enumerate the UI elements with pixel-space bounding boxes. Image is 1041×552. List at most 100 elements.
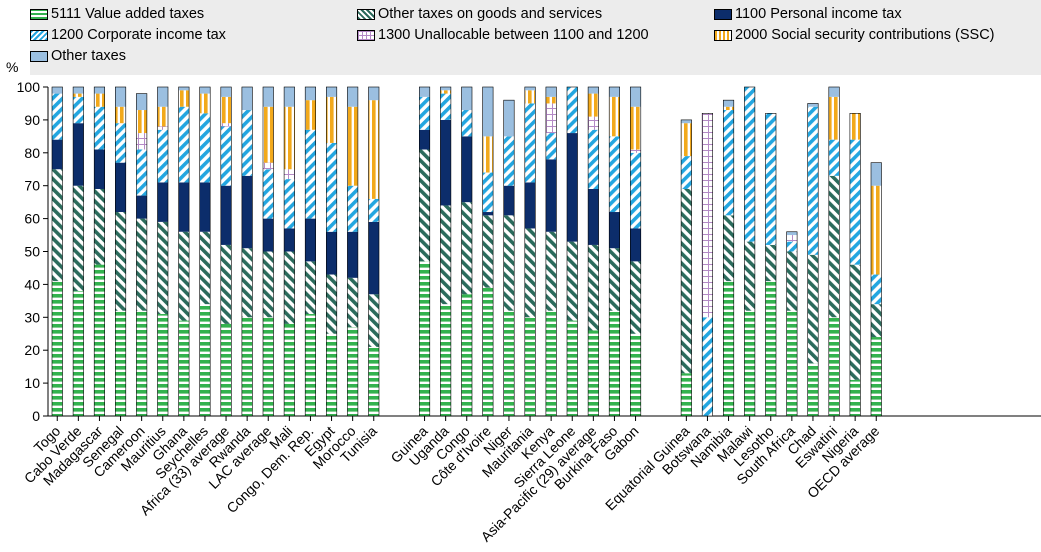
bar-segment-5111-value-added-taxes	[503, 310, 515, 416]
bar-segment-1200-corporate-income-tax	[368, 198, 379, 222]
bar-segment-5111-value-added-taxes	[588, 330, 599, 416]
bar-segment-other-taxes-on-goods-and-services	[326, 274, 337, 334]
bar-segment-other-taxes-on-goods-and-services	[630, 261, 641, 334]
y-tick-label: 50	[24, 244, 40, 260]
bar-segment-other-taxes-on-goods-and-services	[220, 244, 232, 324]
bar-segment-other-taxes	[524, 87, 536, 91]
bar-segment-1300-unallocable-between-1100-and-1200	[588, 116, 599, 130]
bar-segment-other-taxes-on-goods-and-services	[199, 231, 211, 305]
y-tick-label: 20	[24, 342, 40, 358]
bar-segment-5111-value-added-taxes	[157, 314, 168, 416]
bar-segment-5111-value-added-taxes	[199, 304, 211, 416]
bar-segment-1100-personal-income-tax	[52, 139, 63, 170]
bar-segment-other-taxes-on-goods-and-services	[94, 188, 105, 265]
bar-segment-1100-personal-income-tax	[284, 228, 295, 252]
grid-swatch	[357, 29, 375, 41]
bar-segment-other-taxes-on-goods-and-services	[786, 251, 798, 311]
bar-segment-1200-corporate-income-tax	[871, 274, 882, 305]
bar-segment-2000-social-security-contributions-ssc	[220, 96, 232, 124]
bar-segment-1200-corporate-income-tax	[115, 123, 126, 163]
bar-segment-5111-value-added-taxes	[681, 373, 692, 416]
bar-segment-1100-personal-income-tax	[241, 175, 253, 249]
bar-segment-2000-social-security-contributions-ssc	[630, 106, 641, 150]
bar-segment-1200-corporate-income-tax	[765, 113, 776, 245]
bar-segment-1200-corporate-income-tax	[94, 106, 105, 150]
bar-segment-2000-social-security-contributions-ssc	[681, 123, 692, 157]
bar-segment-5111-value-added-taxes	[723, 281, 734, 416]
bar-segment-1100-personal-income-tax	[347, 231, 358, 278]
bar-segment-1300-unallocable-between-1100-and-1200	[545, 103, 557, 134]
bar-segment-other-taxes-on-goods-and-services	[681, 188, 692, 374]
bar-segment-1100-personal-income-tax	[220, 185, 232, 245]
bar-segment-5111-value-added-taxes	[567, 320, 578, 416]
bar-segment-1200-corporate-income-tax	[681, 156, 692, 189]
bar-segment-2000-social-security-contributions-ssc	[263, 106, 274, 163]
bar-segment-other-taxes-on-goods-and-services	[524, 228, 536, 318]
bar-segment-other-taxes-on-goods-and-services	[828, 175, 840, 318]
legend-label: Other taxes on goods and services	[378, 6, 603, 22]
bar-segment-other-taxes-on-goods-and-services	[73, 185, 84, 291]
bar-segment-1100-personal-income-tax	[461, 136, 472, 203]
bar-segment-2000-social-security-contributions-ssc	[178, 90, 190, 107]
bar-segment-other-taxes-on-goods-and-services	[567, 241, 578, 321]
bar-segment-2000-social-security-contributions-ssc	[73, 93, 84, 97]
bar-segment-other-taxes-on-goods-and-services	[284, 251, 295, 324]
bar-segment-5111-value-added-taxes	[440, 304, 451, 416]
bar-segment-2000-social-security-contributions-ssc	[157, 106, 168, 127]
y-tick-label: 90	[24, 112, 40, 128]
bar-segment-1100-personal-income-tax	[545, 159, 557, 232]
bar-segment-1200-corporate-income-tax	[545, 133, 557, 160]
bar-segment-other-taxes	[609, 87, 620, 97]
bar-segment-2000-social-security-contributions-ssc	[326, 96, 337, 143]
legend-item-1300-unallocable-between-1100-and-1200: 1300 Unallocable between 1100 and 1200	[357, 27, 649, 43]
bar-segment-2000-social-security-contributions-ssc	[482, 136, 494, 173]
bar-segment-1100-personal-income-tax	[567, 133, 578, 242]
legend-item-other-taxes: Other taxes	[30, 48, 126, 64]
bar-segment-1200-corporate-income-tax	[828, 139, 840, 176]
bar-segment-5111-value-added-taxes	[347, 327, 358, 416]
bar-segment-1100-personal-income-tax	[440, 119, 451, 206]
bar-segment-2000-social-security-contributions-ssc	[545, 96, 557, 104]
bar-segment-other-taxes	[73, 87, 84, 94]
bar-segment-1200-corporate-income-tax	[199, 113, 211, 183]
bar-segment-other-taxes	[871, 162, 882, 186]
bar-segment-other-taxes-on-goods-and-services	[807, 254, 819, 364]
bar-segment-5111-value-added-taxes	[419, 261, 430, 416]
legend-label: 2000 Social security contributions (SSC)	[735, 27, 995, 43]
bar-segment-5111-value-added-taxes	[786, 310, 798, 416]
bar-segment-other-taxes	[807, 103, 819, 107]
legend-item-2000-social-security-contributions-ssc: 2000 Social security contributions (SSC)	[714, 27, 995, 43]
bar-segment-2000-social-security-contributions-ssc	[440, 90, 451, 94]
bar-segment-5111-value-added-taxes	[524, 317, 536, 416]
legend-label: 1100 Personal income tax	[735, 6, 902, 22]
bar-segment-other-taxes-on-goods-and-services	[461, 202, 472, 295]
bar-segment-other-taxes	[157, 87, 168, 107]
bar-segment-1200-corporate-income-tax	[849, 139, 861, 265]
bar-segment-5111-value-added-taxes	[744, 310, 755, 416]
bar-segment-2000-social-security-contributions-ssc	[368, 100, 379, 199]
bar-segment-2000-social-security-contributions-ssc	[305, 100, 316, 130]
bar-segment-1200-corporate-income-tax	[347, 185, 358, 232]
bar-segment-other-taxes	[52, 87, 63, 94]
bar-segment-other-taxes-on-goods-and-services	[588, 244, 599, 331]
bar-segment-other-taxes	[115, 87, 126, 107]
bar-segment-other-taxes	[681, 119, 692, 124]
bar-segment-1200-corporate-income-tax	[419, 96, 430, 130]
bar-segment-5111-value-added-taxes	[609, 310, 620, 416]
legend-label: 1200 Corporate income tax	[51, 27, 226, 43]
bar-segment-1200-corporate-income-tax	[786, 241, 798, 252]
bar-segment-other-taxes-on-goods-and-services	[347, 277, 358, 328]
bar-segment-1100-personal-income-tax	[503, 185, 515, 216]
bar-segment-1200-corporate-income-tax	[503, 136, 515, 186]
bar-segment-1100-personal-income-tax	[630, 228, 641, 262]
vstripe-swatch	[714, 29, 732, 41]
bar-segment-1200-corporate-income-tax	[702, 317, 713, 416]
bar-segment-5111-value-added-taxes	[52, 281, 63, 416]
hstripe-swatch	[30, 8, 48, 20]
bar-segment-1200-corporate-income-tax	[524, 103, 536, 183]
bar-segment-other-taxes	[630, 87, 641, 107]
y-tick-label: 30	[24, 309, 40, 325]
bar-segment-1200-corporate-income-tax	[482, 172, 494, 213]
bar-segment-other-taxes-on-goods-and-services	[52, 169, 63, 282]
